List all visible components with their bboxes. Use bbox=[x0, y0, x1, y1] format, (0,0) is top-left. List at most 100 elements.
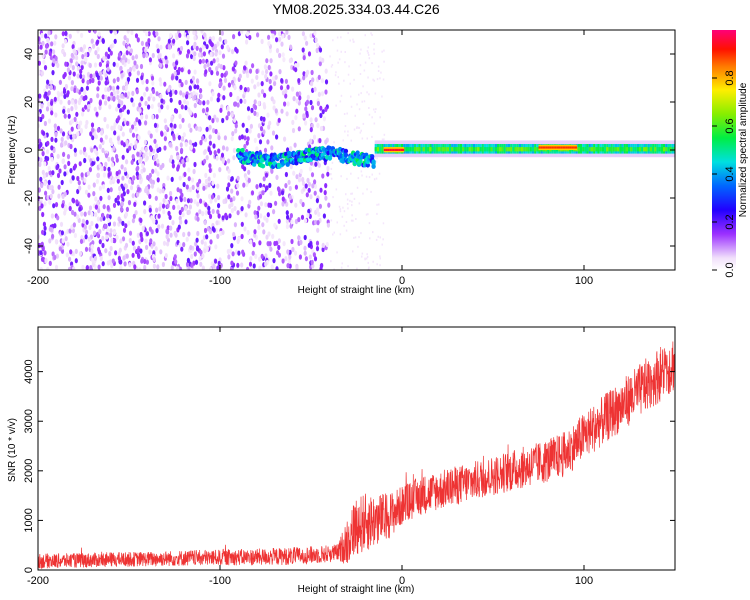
spectrogram-cell bbox=[131, 218, 135, 224]
spectrogram-cell bbox=[170, 117, 174, 123]
spectrogram-cell bbox=[190, 177, 195, 183]
spectrogram-cell bbox=[336, 221, 338, 224]
spectrogram-cell bbox=[373, 48, 375, 51]
spectrogram-cell bbox=[371, 159, 376, 165]
spectrogram-cell bbox=[433, 147, 437, 152]
spectrogram-cell bbox=[169, 122, 173, 128]
spectrogram-cell bbox=[76, 30, 80, 34]
spectrogram-cell bbox=[288, 58, 292, 64]
spectrogram-cell bbox=[255, 74, 259, 80]
spectrogram-cell bbox=[211, 91, 215, 97]
spectrogram-cell bbox=[117, 124, 121, 130]
spectrogram-cell bbox=[49, 84, 54, 90]
spectrogram-cell bbox=[144, 100, 148, 106]
spectrogram-cell bbox=[207, 182, 211, 188]
spectrogram-cell bbox=[94, 212, 98, 218]
spectrogram-cell bbox=[243, 226, 247, 232]
spectrogram-cell bbox=[119, 112, 123, 118]
spectrogram-cell bbox=[155, 127, 159, 133]
spectrogram-cell bbox=[106, 66, 110, 72]
spectrogram-cell bbox=[232, 155, 236, 161]
spectrogram-cell bbox=[258, 265, 262, 270]
spectrogram-cell bbox=[121, 186, 126, 192]
spectrogram-cell bbox=[312, 252, 316, 258]
spectrogram-peak bbox=[565, 146, 568, 149]
spectrogram-cell bbox=[645, 147, 648, 152]
spectrogram-cell bbox=[161, 162, 165, 169]
spectrogram-cell bbox=[488, 147, 491, 152]
spectrogram-cell bbox=[187, 176, 191, 182]
spectrogram-cell bbox=[90, 220, 94, 226]
spectrogram-cell bbox=[316, 42, 320, 49]
spectrogram-cell bbox=[50, 136, 54, 142]
spectrogram-cell bbox=[316, 227, 320, 233]
spectrogram-cell bbox=[164, 63, 169, 69]
spectrogram-cell bbox=[178, 123, 182, 129]
spectrogram-cell bbox=[220, 30, 224, 36]
spectrogram-cell bbox=[133, 144, 137, 150]
spectrogram-cell bbox=[199, 47, 203, 53]
spectrogram-cell bbox=[76, 131, 80, 137]
spectrogram-cell bbox=[101, 184, 106, 190]
spectrogram-cell bbox=[132, 102, 136, 108]
spectrogram-cell bbox=[497, 147, 500, 152]
spectrogram-cell bbox=[94, 50, 98, 56]
spectrogram-cell bbox=[143, 91, 147, 97]
spectrogram-cell bbox=[79, 73, 83, 79]
spectrogram-cell bbox=[157, 224, 161, 230]
spectrogram-cell bbox=[295, 265, 299, 270]
spectrogram-cell bbox=[208, 213, 213, 220]
spectrogram-cell bbox=[338, 160, 341, 163]
spectrogram-cell bbox=[231, 251, 235, 257]
spectrogram-cell bbox=[343, 113, 346, 115]
spectrogram-cell bbox=[342, 139, 344, 142]
spectrogram-cell bbox=[227, 168, 231, 174]
spectrogram-cell bbox=[313, 86, 317, 92]
spectrogram-cell bbox=[227, 175, 231, 181]
spectrogram-cell bbox=[180, 104, 184, 110]
spectrogram-cell bbox=[308, 166, 312, 172]
spectrogram-cell bbox=[255, 184, 259, 190]
spectrogram-cell bbox=[200, 52, 204, 58]
spectrogram-cell bbox=[119, 108, 123, 114]
spectrogram-cell bbox=[223, 135, 227, 141]
spectrogram-cell bbox=[79, 120, 83, 126]
spectrogram-cell bbox=[374, 156, 376, 159]
snr-x-ticks: -200 -100 0 100 bbox=[27, 327, 593, 587]
spectrogram-cell bbox=[265, 58, 269, 64]
spectrogram-cell bbox=[208, 39, 212, 45]
spectrogram-cell bbox=[249, 256, 253, 262]
spectrogram-cell bbox=[188, 204, 192, 210]
spectrogram-cell bbox=[92, 230, 97, 236]
spectrogram-cell bbox=[169, 142, 173, 148]
spectrogram-cell bbox=[260, 253, 264, 259]
spectrogram-cell bbox=[483, 147, 487, 152]
spectrogram-cell bbox=[371, 164, 376, 169]
spectrogram-cell bbox=[41, 53, 45, 59]
colorbar-tick-label: 0.0 bbox=[724, 262, 736, 277]
spectrogram-cell bbox=[221, 117, 225, 124]
spectrogram-cell bbox=[94, 196, 98, 202]
spectrogram-cell bbox=[210, 194, 215, 200]
spectrogram-cell bbox=[219, 107, 223, 113]
spectrogram-cell bbox=[136, 248, 140, 254]
spectrogram-cell bbox=[490, 147, 493, 152]
spectrogram-cell bbox=[53, 223, 57, 229]
spectrogram-cell bbox=[311, 183, 315, 189]
spectrogram-cell bbox=[379, 257, 381, 260]
spectrogram-cell bbox=[599, 147, 603, 152]
spectrogram-cell bbox=[308, 254, 312, 260]
spectrogram-cell bbox=[178, 32, 182, 39]
spectrogram-cell bbox=[196, 216, 200, 222]
spectrogram-cell bbox=[98, 144, 102, 150]
spectrogram-cell bbox=[128, 262, 132, 268]
spectrogram-cell bbox=[130, 97, 134, 103]
spectrogram-cell bbox=[117, 98, 121, 104]
spectrogram-cell bbox=[103, 165, 107, 172]
spectrogram-cell bbox=[241, 122, 245, 128]
spectrogram-cell bbox=[240, 196, 244, 202]
spectrogram-cell bbox=[233, 117, 237, 123]
spectrogram-cell bbox=[302, 113, 306, 119]
spectrogram-cell bbox=[379, 116, 381, 119]
spectrogram-cell bbox=[56, 96, 60, 102]
